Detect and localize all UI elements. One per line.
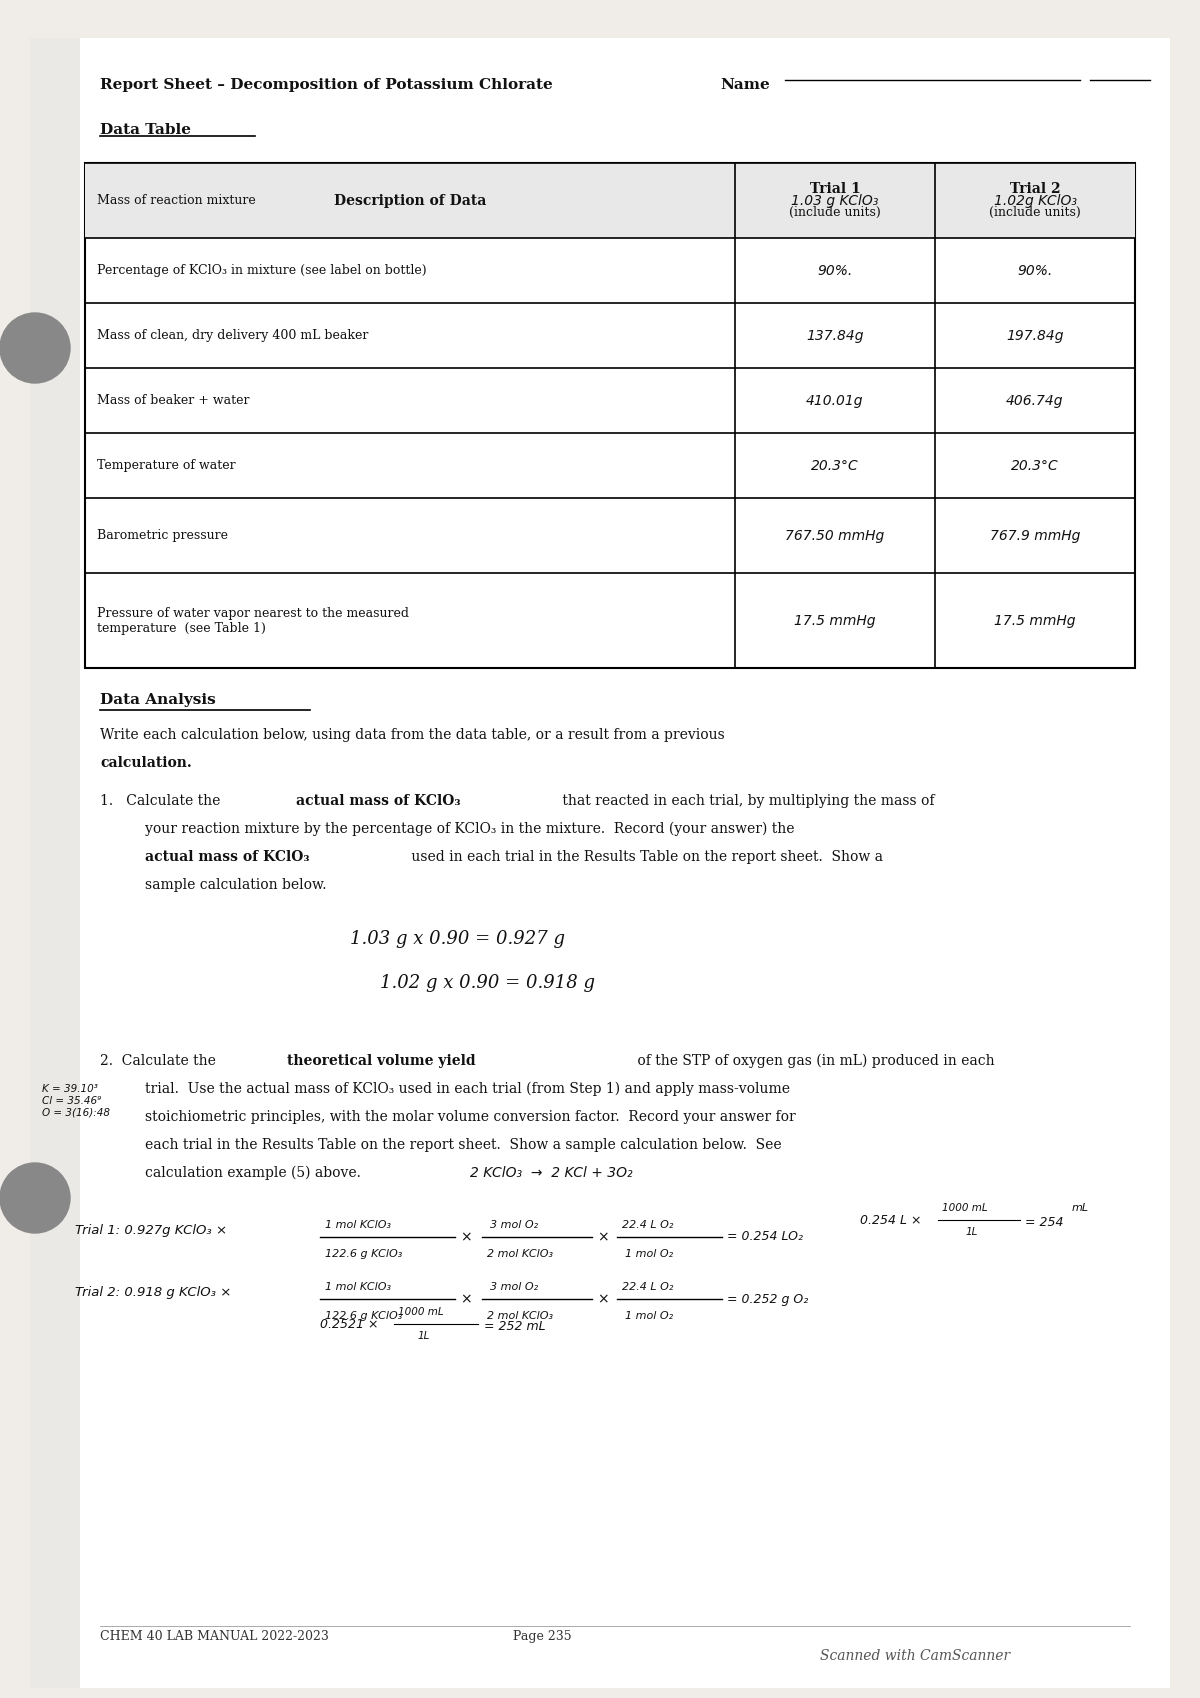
Text: (include units): (include units) — [989, 205, 1081, 219]
Text: = 0.254 LO₂: = 0.254 LO₂ — [727, 1231, 803, 1243]
Text: = 254: = 254 — [1025, 1216, 1063, 1228]
Text: 3 mol O₂: 3 mol O₂ — [490, 1219, 538, 1229]
Text: Data Analysis: Data Analysis — [100, 693, 216, 706]
Text: 122.6 g KClO₃: 122.6 g KClO₃ — [325, 1311, 402, 1321]
Text: 1000 mL: 1000 mL — [942, 1202, 988, 1212]
Circle shape — [0, 312, 70, 384]
Text: 90%.: 90%. — [1018, 263, 1052, 277]
Text: 0.254 L ×: 0.254 L × — [860, 1214, 922, 1226]
Text: 767.9 mmHg: 767.9 mmHg — [990, 528, 1080, 542]
Text: 90%.: 90%. — [817, 263, 853, 277]
Text: 2 mol KClO₃: 2 mol KClO₃ — [487, 1311, 553, 1321]
Text: = 0.252 g O₂: = 0.252 g O₂ — [727, 1292, 809, 1306]
Text: your reaction mixture by the percentage of KClO₃ in the mixture.  Record (your a: your reaction mixture by the percentage … — [145, 822, 794, 837]
Text: Trial 1: Trial 1 — [810, 182, 860, 195]
Text: 1000 mL: 1000 mL — [398, 1307, 444, 1318]
Text: 20.3°C: 20.3°C — [811, 458, 859, 472]
Text: 1 mol O₂: 1 mol O₂ — [625, 1250, 673, 1258]
FancyBboxPatch shape — [85, 163, 1135, 238]
Text: 767.50 mmHg: 767.50 mmHg — [785, 528, 884, 542]
Text: 1 mol KClO₃: 1 mol KClO₃ — [325, 1219, 391, 1229]
Text: Data Table: Data Table — [100, 122, 191, 138]
Text: 1.03 g x 0.90 = 0.927 g: 1.03 g x 0.90 = 0.927 g — [350, 931, 565, 947]
Text: 1L: 1L — [418, 1331, 431, 1341]
Text: 137.84g: 137.84g — [806, 328, 864, 343]
Text: used in each trial in the Results Table on the report sheet.  Show a: used in each trial in the Results Table … — [407, 851, 883, 864]
Text: actual mass of KClO₃: actual mass of KClO₃ — [296, 795, 461, 808]
Text: calculation example (5) above.: calculation example (5) above. — [145, 1167, 361, 1180]
Text: Percentage of KClO₃ in mixture (see label on bottle): Percentage of KClO₃ in mixture (see labe… — [97, 263, 427, 277]
Text: 197.84g: 197.84g — [1007, 328, 1063, 343]
Text: K = 39.10³
Cl = 35.46⁹
O = 3(16):48: K = 39.10³ Cl = 35.46⁹ O = 3(16):48 — [42, 1083, 110, 1117]
Text: 22.4 L O₂: 22.4 L O₂ — [622, 1219, 673, 1229]
Text: 1L: 1L — [965, 1228, 977, 1238]
Text: ×: × — [460, 1229, 472, 1245]
Text: 17.5 mmHg: 17.5 mmHg — [794, 613, 876, 628]
Text: 1 mol O₂: 1 mol O₂ — [625, 1311, 673, 1321]
Text: Temperature of water: Temperature of water — [97, 458, 235, 472]
Text: 122.6 g KClO₃: 122.6 g KClO₃ — [325, 1250, 402, 1258]
Text: 0.2521 ×: 0.2521 × — [320, 1318, 378, 1331]
Text: 410.01g: 410.01g — [806, 394, 864, 408]
Text: Mass of reaction mixture: Mass of reaction mixture — [97, 194, 256, 207]
Text: sample calculation below.: sample calculation below. — [145, 878, 326, 891]
Text: CHEM 40 LAB MANUAL 2022-2023                                              Page 2: CHEM 40 LAB MANUAL 2022-2023 Page 2 — [100, 1630, 571, 1644]
Text: ×: × — [598, 1229, 608, 1245]
Text: 1.   Calculate the: 1. Calculate the — [100, 795, 224, 808]
Text: = 252 mL: = 252 mL — [484, 1319, 546, 1333]
Text: theoretical volume yield: theoretical volume yield — [287, 1054, 475, 1068]
Text: Write each calculation below, using data from the data table, or a result from a: Write each calculation below, using data… — [100, 728, 725, 742]
Text: 1 mol KClO₃: 1 mol KClO₃ — [325, 1282, 391, 1292]
Text: ×: × — [460, 1292, 472, 1306]
Text: of the STP of oxygen gas (in mL) produced in each: of the STP of oxygen gas (in mL) produce… — [634, 1054, 995, 1068]
Text: Pressure of water vapor nearest to the measured
temperature  (see Table 1): Pressure of water vapor nearest to the m… — [97, 606, 409, 635]
Text: 3 mol O₂: 3 mol O₂ — [490, 1282, 538, 1292]
Text: mL: mL — [1072, 1202, 1090, 1212]
Text: 1.03 g KClO₃: 1.03 g KClO₃ — [791, 194, 878, 207]
Text: Description of Data: Description of Data — [334, 194, 486, 207]
Text: Barometric pressure: Barometric pressure — [97, 530, 228, 542]
Text: that reacted in each trial, by multiplying the mass of: that reacted in each trial, by multiplyi… — [558, 795, 935, 808]
Text: 2.  Calculate the: 2. Calculate the — [100, 1054, 221, 1068]
Text: 406.74g: 406.74g — [1007, 394, 1063, 408]
FancyBboxPatch shape — [30, 37, 1170, 1688]
FancyBboxPatch shape — [30, 37, 80, 1688]
FancyBboxPatch shape — [85, 163, 1135, 667]
Text: 2 KClO₃  →  2 KCl + 3O₂: 2 KClO₃ → 2 KCl + 3O₂ — [470, 1167, 632, 1180]
Text: stoichiometric principles, with the molar volume conversion factor.  Record your: stoichiometric principles, with the mola… — [145, 1110, 796, 1124]
Text: 2 mol KClO₃: 2 mol KClO₃ — [487, 1250, 553, 1258]
Circle shape — [0, 1163, 70, 1233]
Text: Trial 2: Trial 2 — [1009, 182, 1061, 195]
Text: Scanned with CamScanner: Scanned with CamScanner — [820, 1649, 1010, 1662]
Text: trial.  Use the actual mass of KClO₃ used in each trial (from Step 1) and apply : trial. Use the actual mass of KClO₃ used… — [145, 1082, 790, 1097]
Text: 1.02 g x 0.90 = 0.918 g: 1.02 g x 0.90 = 0.918 g — [380, 975, 595, 992]
Text: 17.5 mmHg: 17.5 mmHg — [995, 613, 1075, 628]
Text: Report Sheet – Decomposition of Potassium Chlorate: Report Sheet – Decomposition of Potassiu… — [100, 78, 553, 92]
Text: each trial in the Results Table on the report sheet.  Show a sample calculation : each trial in the Results Table on the r… — [145, 1138, 781, 1151]
Text: Trial 1: 0.927g KClO₃ ×: Trial 1: 0.927g KClO₃ × — [74, 1224, 227, 1238]
Text: calculation.: calculation. — [100, 756, 192, 769]
Text: 20.3°C: 20.3°C — [1012, 458, 1058, 472]
Text: 1.02g KClO₃: 1.02g KClO₃ — [994, 194, 1076, 207]
Text: actual mass of KClO₃: actual mass of KClO₃ — [145, 851, 310, 864]
Text: Name: Name — [720, 78, 769, 92]
Text: ×: × — [598, 1292, 608, 1306]
Text: Mass of beaker + water: Mass of beaker + water — [97, 394, 250, 408]
Text: 22.4 L O₂: 22.4 L O₂ — [622, 1282, 673, 1292]
Text: (include units): (include units) — [790, 205, 881, 219]
Text: Mass of clean, dry delivery 400 mL beaker: Mass of clean, dry delivery 400 mL beake… — [97, 329, 368, 341]
Text: Trial 2: 0.918 g KClO₃ ×: Trial 2: 0.918 g KClO₃ × — [74, 1285, 232, 1299]
